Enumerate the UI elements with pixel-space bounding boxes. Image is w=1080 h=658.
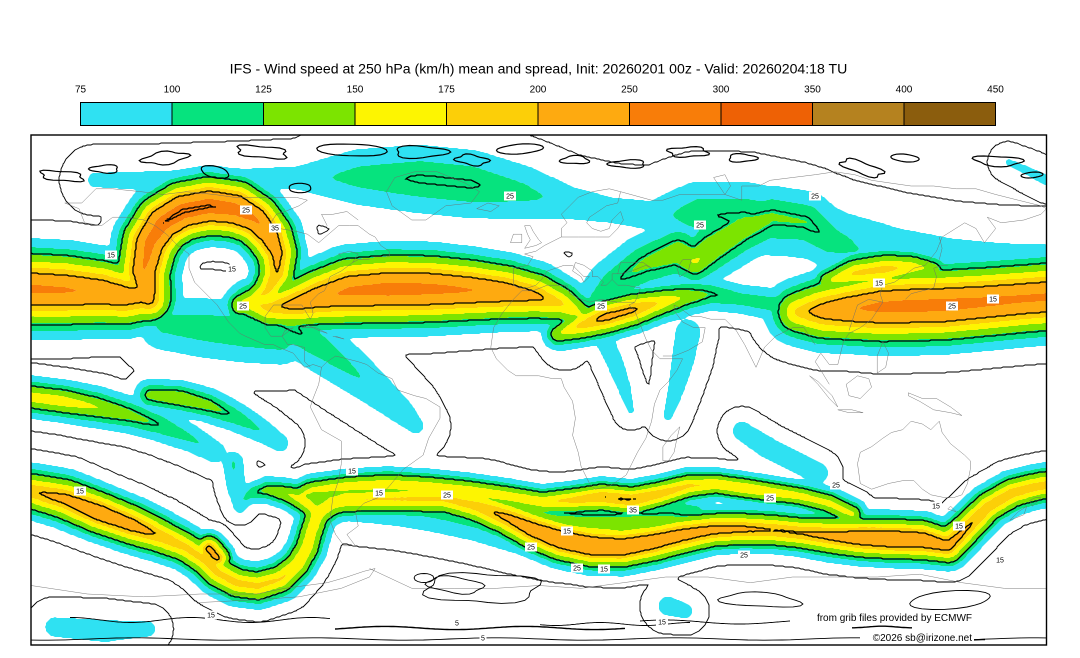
svg-text:25: 25 <box>242 208 250 215</box>
svg-text:25: 25 <box>239 304 247 311</box>
svg-text:350: 350 <box>804 84 821 95</box>
svg-text:75: 75 <box>75 84 87 95</box>
svg-text:25: 25 <box>527 545 535 552</box>
svg-text:15: 15 <box>955 524 963 531</box>
svg-text:15: 15 <box>207 613 215 620</box>
svg-text:15: 15 <box>107 253 115 260</box>
svg-text:400: 400 <box>896 84 913 95</box>
svg-text:35: 35 <box>271 226 279 233</box>
svg-text:15: 15 <box>989 297 997 304</box>
svg-text:25: 25 <box>506 194 514 201</box>
svg-text:150: 150 <box>347 84 364 95</box>
svg-text:15: 15 <box>563 529 571 536</box>
svg-text:©2026 sb@irizone.net: ©2026 sb@irizone.net <box>873 633 972 644</box>
svg-text:25: 25 <box>811 194 819 201</box>
svg-text:15: 15 <box>932 504 940 511</box>
svg-text:IFS - Wind speed at 250 hPa (k: IFS - Wind speed at 250 hPa (km/h) mean … <box>230 61 848 77</box>
svg-text:450: 450 <box>987 84 1004 95</box>
svg-text:300: 300 <box>713 84 730 95</box>
svg-text:175: 175 <box>438 84 455 95</box>
svg-text:from grib files provided by EC: from grib files provided by ECMWF <box>817 613 972 624</box>
svg-text:15: 15 <box>600 567 608 574</box>
svg-text:15: 15 <box>875 281 883 288</box>
svg-text:25: 25 <box>573 566 581 573</box>
svg-text:200: 200 <box>530 84 547 95</box>
svg-text:15: 15 <box>996 558 1004 565</box>
svg-text:5: 5 <box>455 621 459 628</box>
svg-text:15: 15 <box>658 620 666 627</box>
svg-text:25: 25 <box>766 496 774 503</box>
svg-text:35: 35 <box>629 508 637 515</box>
svg-text:125: 125 <box>255 84 272 95</box>
svg-text:250: 250 <box>621 84 638 95</box>
svg-text:25: 25 <box>832 483 840 490</box>
svg-text:25: 25 <box>597 304 605 311</box>
svg-text:5: 5 <box>481 636 485 643</box>
svg-text:15: 15 <box>76 489 84 496</box>
svg-text:25: 25 <box>696 223 704 230</box>
svg-text:100: 100 <box>164 84 181 95</box>
svg-text:15: 15 <box>348 469 356 476</box>
svg-text:15: 15 <box>375 491 383 498</box>
svg-text:15: 15 <box>228 267 236 274</box>
svg-text:25: 25 <box>740 553 748 560</box>
svg-text:25: 25 <box>948 304 956 311</box>
svg-text:25: 25 <box>443 493 451 500</box>
